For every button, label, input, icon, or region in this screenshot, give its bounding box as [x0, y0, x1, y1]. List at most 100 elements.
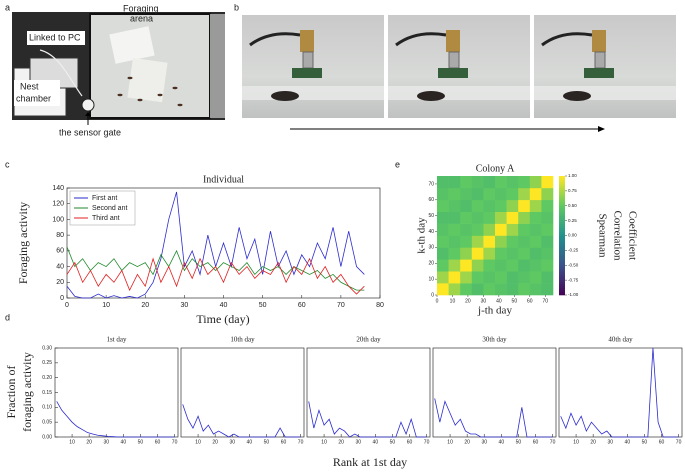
panel-label: a — [5, 2, 10, 12]
colorbar-band — [559, 285, 565, 288]
heatmap-cell — [495, 211, 507, 224]
colorbar-band — [559, 265, 565, 268]
colorbar-band — [559, 193, 565, 197]
colorbar-band — [559, 179, 565, 183]
x-tick-label: 50 — [512, 298, 518, 304]
colorbar-label: Coefficient — [626, 211, 638, 260]
heatmap-cell — [518, 176, 531, 189]
chart-title: 10th day — [230, 336, 255, 344]
heatmap-cell — [541, 223, 554, 236]
x-axis-label: j-th day — [477, 305, 512, 317]
heatmap-cell — [437, 187, 449, 201]
plot-frame — [54, 347, 179, 438]
x-tick-label: 20 — [465, 298, 471, 304]
x-tick-label: 30 — [607, 439, 613, 445]
x-tick-label: 10 — [321, 439, 327, 445]
heatmap-cell — [460, 247, 473, 260]
heatmap-cell — [437, 211, 449, 224]
heatmap-cell — [471, 247, 484, 260]
heatmap-cell — [495, 283, 507, 296]
data-line — [434, 398, 553, 438]
x-tick-label: 0 — [436, 298, 439, 304]
colorbar-band — [559, 183, 565, 187]
colorbar-band — [559, 241, 565, 244]
colorbar-band — [559, 291, 565, 294]
colorbar-band — [559, 253, 565, 256]
x-tick-label: 60 — [659, 439, 665, 445]
heatmap-cell — [437, 199, 449, 212]
heatmap-cell — [437, 235, 449, 248]
heatmap-cell — [448, 211, 461, 224]
colorbar-tick-label: -0.50 — [568, 262, 579, 267]
colorbar-band — [559, 281, 565, 284]
heatmap-cell — [529, 199, 542, 212]
y-tick-label: 0 — [431, 292, 434, 298]
x-tick-label: 50 — [390, 439, 396, 445]
heatmap-cell — [471, 187, 484, 201]
y-tick-label: 0.15 — [42, 390, 52, 396]
panel-label: d — [5, 312, 10, 322]
heatmap-cell — [471, 223, 484, 236]
x-tick-label: 40 — [496, 298, 502, 304]
colorbar-tick-label: 0.00 — [568, 233, 577, 238]
heatmap-cell — [529, 235, 542, 248]
plot-frame — [558, 347, 683, 438]
colorbar-band — [559, 209, 565, 212]
heatmap-cell — [506, 247, 519, 260]
heatmap-cell — [471, 199, 484, 212]
colorbar-band — [559, 293, 565, 296]
heatmap-cell — [448, 223, 461, 236]
label-box — [14, 80, 60, 106]
colorbar-band — [559, 205, 565, 209]
chart-title: Individual — [203, 174, 244, 185]
colorbar-tick-label: 0.75 — [568, 188, 577, 193]
y-tick-label: 40 — [56, 263, 64, 270]
colorbar-band — [559, 195, 565, 199]
x-tick-label: 10 — [102, 302, 110, 309]
heatmap-cell — [437, 271, 449, 284]
heatmap-cell — [483, 259, 496, 272]
heatmap-cell — [541, 259, 554, 272]
heatmap-cell — [541, 235, 554, 248]
heatmap-cell — [541, 199, 554, 212]
heatmap-cell — [518, 247, 531, 260]
y-tick-label: 100 — [52, 216, 64, 223]
legend-label: Second ant — [92, 205, 127, 212]
heatmap-cell — [541, 211, 554, 224]
colorbar-band — [559, 245, 565, 248]
heatmap-cell — [495, 235, 507, 248]
heatmap-cell — [471, 235, 484, 248]
colorbar-band — [559, 267, 565, 270]
colorbar-band — [559, 217, 565, 220]
heatmap-cell — [448, 283, 461, 296]
colorbar-band — [559, 207, 565, 211]
heatmap-cell — [460, 223, 473, 236]
heatmap-cell — [460, 199, 473, 212]
x-tick-label: 70 — [337, 302, 345, 309]
heatmap-cell — [518, 235, 531, 248]
colorbar-band — [559, 263, 565, 266]
heatmap-cell — [448, 259, 461, 272]
x-tick-label: 60 — [155, 439, 161, 445]
colorbar-band — [559, 279, 565, 282]
heatmap-cell — [460, 271, 473, 284]
data-line — [308, 401, 427, 438]
colorbar-band — [559, 269, 565, 272]
x-tick-label: 30 — [355, 439, 361, 445]
colorbar-band — [559, 257, 565, 260]
heatmap-cell — [518, 271, 531, 284]
colorbar-band — [559, 203, 565, 207]
x-tick-label: 20 — [212, 439, 218, 445]
x-tick-label: 40 — [121, 439, 127, 445]
heatmap-cell — [506, 283, 519, 296]
heatmap-cell — [506, 235, 519, 248]
data-line — [56, 401, 175, 438]
heatmap-cell — [483, 235, 496, 248]
x-tick-label: 80 — [376, 302, 384, 309]
heatmap-cell — [460, 211, 473, 224]
x-tick-label: 10 — [69, 439, 75, 445]
heatmap-cell — [506, 211, 519, 224]
heatmap-cell — [529, 211, 542, 224]
heatmap-cell — [506, 223, 519, 236]
